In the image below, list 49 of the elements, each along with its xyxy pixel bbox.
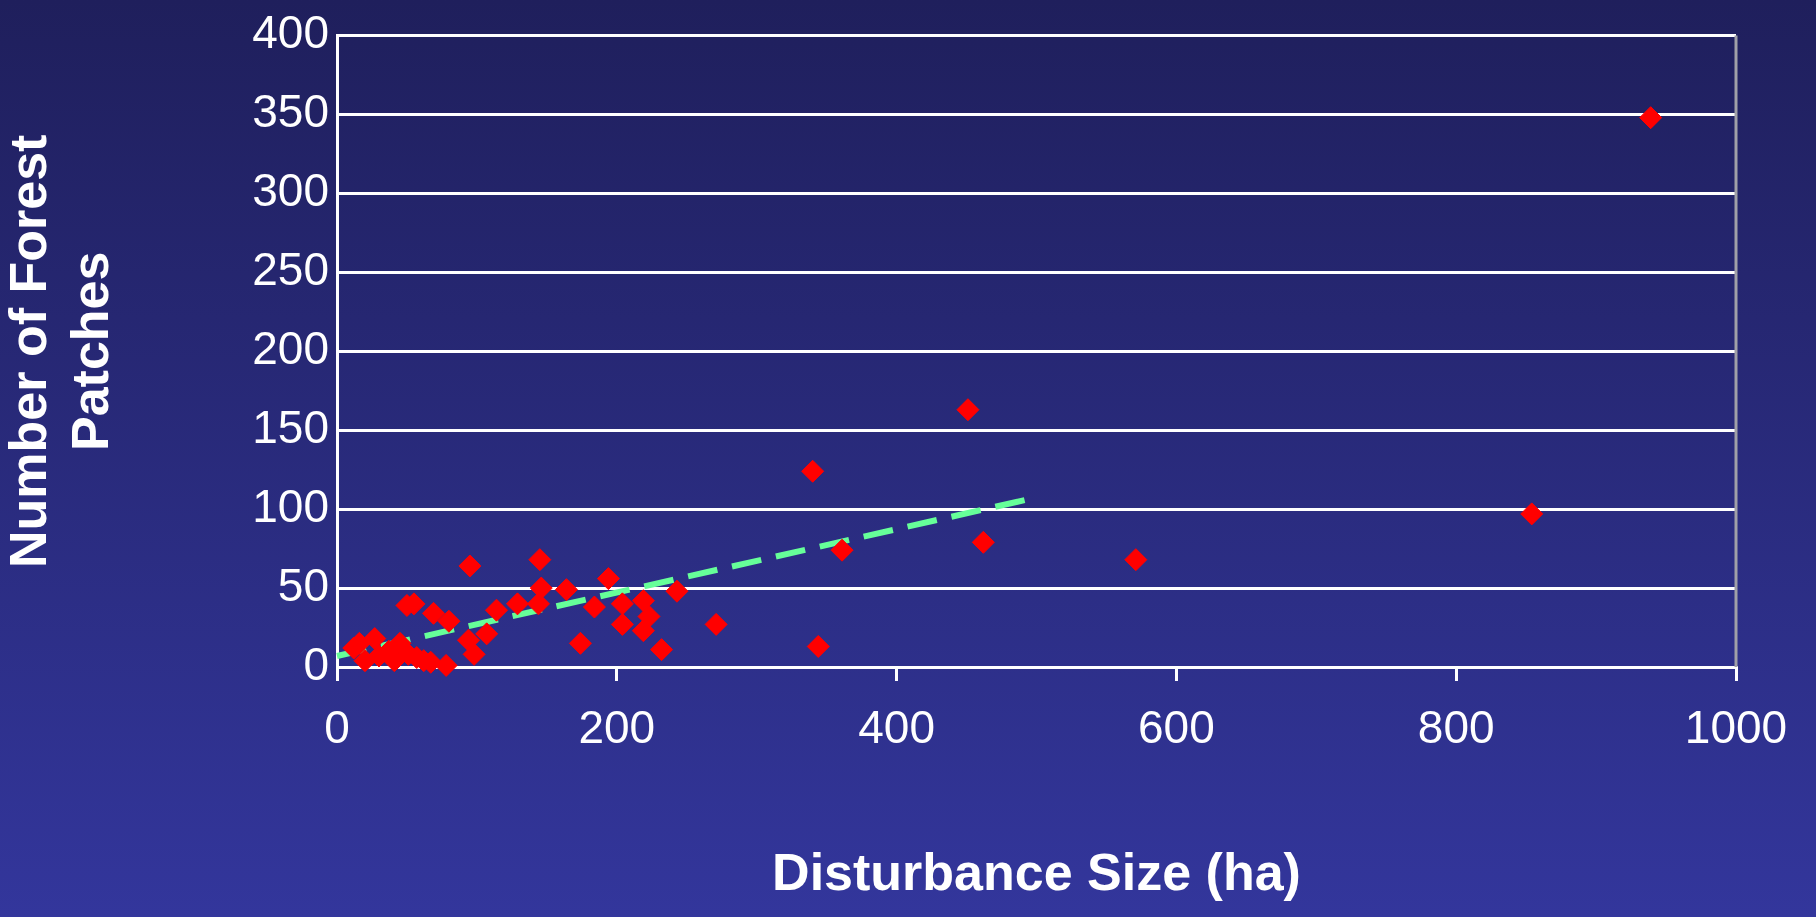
y-axis-title: Number of Forest Patches xyxy=(0,134,119,568)
point xyxy=(956,398,980,422)
y-tick-label: 0 xyxy=(303,637,329,690)
point xyxy=(505,592,529,616)
y-tick-label: 250 xyxy=(252,243,329,296)
point xyxy=(1639,106,1663,130)
point xyxy=(526,592,550,616)
y-tick-label: 350 xyxy=(252,85,329,138)
x-tick-label: 600 xyxy=(1138,701,1215,754)
x-tick-label: 200 xyxy=(578,701,656,754)
point xyxy=(529,576,553,600)
point xyxy=(631,619,655,643)
point xyxy=(610,612,634,636)
y-tick-label: 150 xyxy=(252,400,329,453)
point xyxy=(830,538,854,562)
point xyxy=(437,609,461,633)
x-axis-title: Disturbance Size (ha) xyxy=(772,843,1301,902)
point xyxy=(637,604,661,628)
point xyxy=(971,530,995,554)
point xyxy=(484,598,508,622)
y-tick-label: 200 xyxy=(252,321,329,374)
y-tick-label: 50 xyxy=(277,558,329,611)
point xyxy=(568,631,592,655)
point xyxy=(801,459,825,483)
point xyxy=(528,548,552,572)
point xyxy=(650,638,674,662)
point xyxy=(1124,548,1148,572)
y-tick-label: 100 xyxy=(252,479,329,532)
point xyxy=(363,627,387,651)
point xyxy=(462,642,486,666)
x-tick-label: 400 xyxy=(858,701,935,754)
point xyxy=(458,554,482,578)
y-tick-label: 400 xyxy=(252,6,329,59)
point xyxy=(457,628,481,652)
point xyxy=(631,589,655,613)
point xyxy=(806,634,830,658)
point xyxy=(475,622,499,646)
point xyxy=(554,578,578,602)
point xyxy=(704,612,728,636)
point xyxy=(665,579,689,603)
point xyxy=(1520,502,1544,526)
y-tick-label: 300 xyxy=(252,164,329,217)
point xyxy=(610,592,634,616)
point xyxy=(353,649,377,673)
point xyxy=(422,601,446,625)
point xyxy=(596,567,620,591)
point xyxy=(582,595,606,619)
x-tick-label: 1000 xyxy=(1684,701,1788,754)
x-tick-label: 800 xyxy=(1417,701,1495,754)
